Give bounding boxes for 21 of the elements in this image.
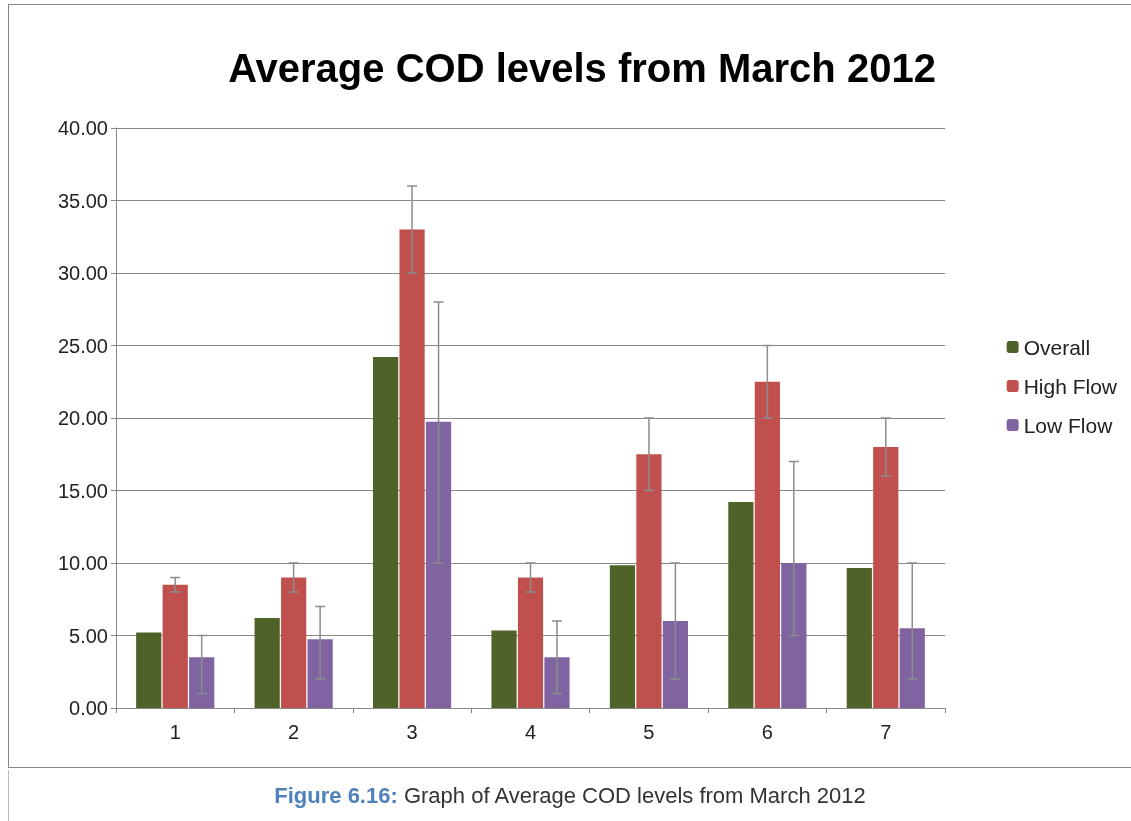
- chart-title: Average COD levels from March 2012: [228, 46, 936, 90]
- y-tick-label: 10.00: [57, 552, 108, 574]
- legend-label: Low Flow: [1023, 413, 1114, 437]
- x-tick-label: 5: [643, 721, 655, 743]
- y-tick-label: 5.00: [69, 624, 108, 647]
- x-tick-label: 4: [524, 721, 537, 743]
- legend-label: High Flow: [1023, 374, 1118, 398]
- y-tick-label: 0.00: [69, 697, 108, 719]
- x-tick-label: 7: [880, 721, 892, 743]
- legend-label: Overall: [1023, 335, 1091, 359]
- y-tick-label: 35.00: [57, 189, 108, 212]
- y-tick-label: 40.00: [57, 117, 108, 139]
- x-tick-label: 1: [169, 721, 181, 743]
- x-tick-label: 2: [288, 721, 300, 743]
- x-tick-label: 3: [406, 721, 418, 743]
- y-tick-label: 25.00: [57, 334, 108, 357]
- x-tick-label: 6: [761, 721, 773, 743]
- y-tick-label: 15.00: [57, 479, 108, 502]
- caption: Figure 6.16: Graph of Average COD levels from March 2012: [9, 770, 1131, 821]
- y-tick-label: 30.00: [57, 262, 108, 284]
- y-tick-label: 20.00: [57, 407, 108, 429]
